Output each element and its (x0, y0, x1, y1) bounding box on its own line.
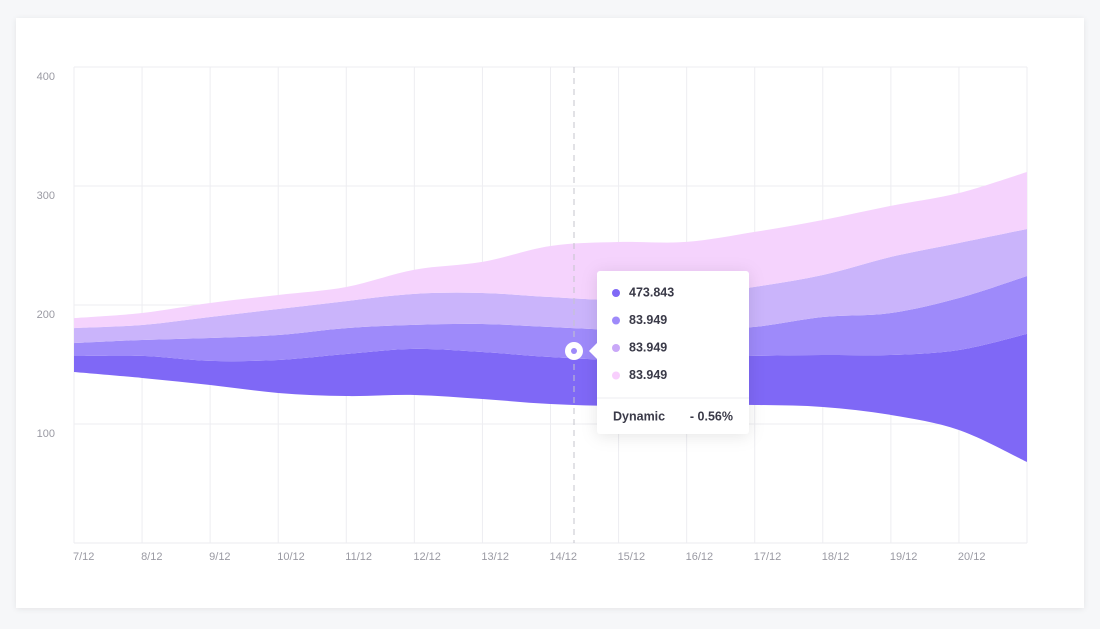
x-tick-label: 20/12 (958, 551, 986, 563)
x-tick-label: 9/12 (209, 551, 230, 563)
x-tick-label: 17/12 (754, 551, 782, 563)
x-tick-label: 18/12 (822, 551, 850, 563)
y-tick-label: 400 (37, 71, 55, 83)
x-tick-label: 16/12 (686, 551, 714, 563)
x-tick-label: 11/12 (345, 551, 372, 563)
stream-layer (74, 275, 1027, 362)
tooltip-value: 83.949 (629, 313, 667, 327)
tooltip-footer-value: - 0.56% (690, 409, 733, 423)
x-tick-label: 7/12 (73, 551, 94, 563)
x-tick-label: 14/12 (550, 551, 578, 563)
tooltip-dot (612, 289, 620, 297)
y-tick-label: 100 (37, 428, 55, 440)
y-tick-label: 300 (37, 190, 55, 202)
y-tick-label: 200 (37, 309, 55, 321)
tooltip-value: 83.949 (629, 340, 667, 354)
stream-layer (74, 171, 1027, 329)
stream-layer (74, 228, 1027, 344)
stream-layer (74, 333, 1027, 462)
tooltip-dot (612, 344, 620, 352)
x-tick-label: 13/12 (481, 551, 509, 563)
tooltip-footer-label: Dynamic (613, 409, 665, 423)
tooltip-dot (612, 316, 620, 325)
tooltip-value: 473.843 (629, 285, 674, 299)
x-tick-label: 15/12 (618, 551, 646, 563)
tooltip-value: 83.949 (629, 368, 667, 382)
tooltip-box (597, 271, 749, 434)
hover-point-core (571, 348, 577, 354)
x-tick-label: 12/12 (413, 551, 441, 563)
tooltip: 473.843 83.949 83.949 83.949 Dynamic - 0.56% (589, 271, 749, 434)
tooltip-dot (612, 371, 620, 380)
tooltip-pointer (589, 343, 597, 359)
x-tick-label: 10/12 (277, 551, 305, 563)
x-tick-label: 19/12 (890, 551, 918, 563)
x-tick-label: 8/12 (141, 551, 162, 563)
